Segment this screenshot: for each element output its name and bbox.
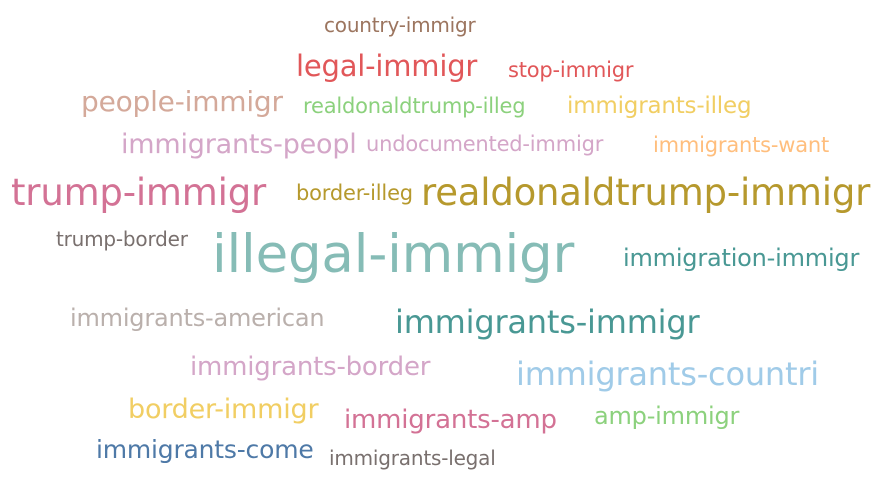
word-immigrants-immigr: immigrants-immigr [395,306,699,338]
word-border-immigr: border-immigr [128,396,318,423]
word-immigrants-countri: immigrants-countri [516,358,819,390]
word-border-illeg: border-illeg [296,183,413,204]
word-immigration-immigr: immigration-immigr [623,246,859,270]
word-trump-border: trump-border [56,229,188,249]
word-trump-immigr: trump-immigr [11,174,266,211]
word-stop-immigr: stop-immigr [508,60,633,81]
word-amp-immigr: amp-immigr [594,404,739,428]
word-immigrants-want: immigrants-want [653,135,829,156]
word-country-immigr: country-immigr [324,15,476,35]
word-legal-immigr: legal-immigr [296,52,477,81]
word-undocumented-immigr: undocumented-immigr [366,134,603,155]
word-realdonaldtrump-illeg: realdonaldtrump-illeg [303,96,525,117]
word-immigrants-illeg: immigrants-illeg [567,95,751,118]
word-immigrants-peopl: immigrants-peopl [121,131,357,158]
word-immigrants-come: immigrants-come [96,437,314,462]
word-immigrants-legal: immigrants-legal [329,448,496,468]
word-illegal-immigr: illegal-immigr [212,228,574,281]
word-immigrants-american: immigrants-american [70,306,324,330]
word-realdonaldtrump-immigr: realdonaldtrump-immigr [421,174,870,211]
word-immigrants-amp: immigrants-amp [344,407,557,433]
word-immigrants-border: immigrants-border [190,354,430,380]
word-people-immigr: people-immigr [81,88,283,116]
